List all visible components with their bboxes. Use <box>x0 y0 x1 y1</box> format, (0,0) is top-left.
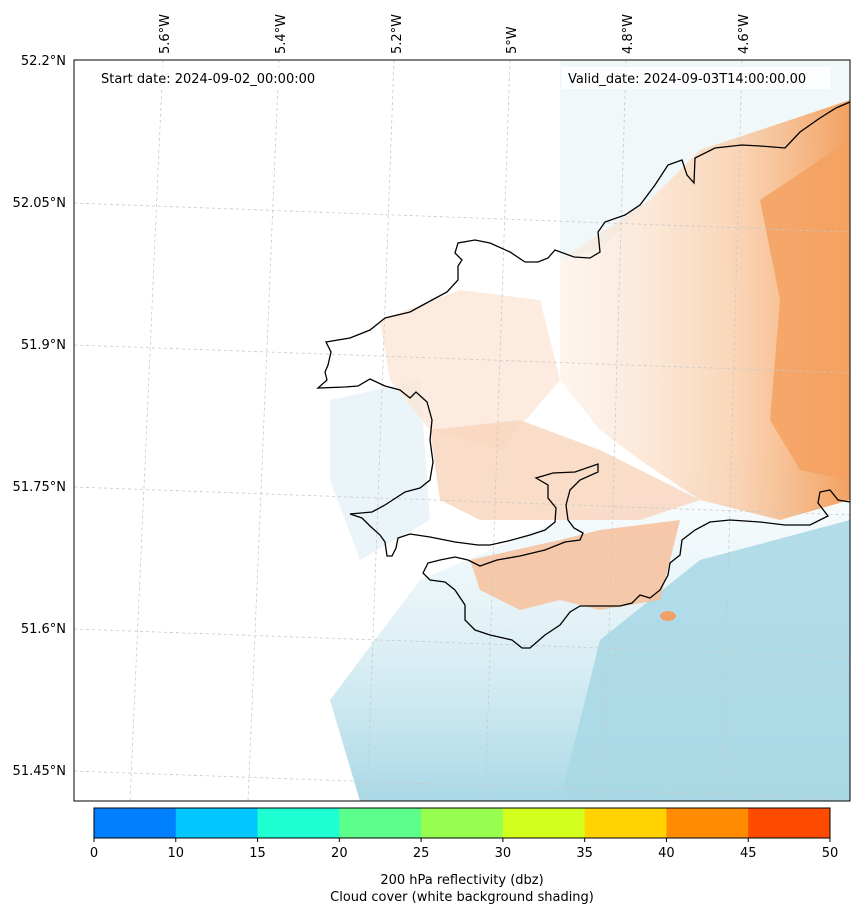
colorbar-segment <box>584 808 667 838</box>
colorbar-tick-label: 25 <box>413 846 430 861</box>
colorbar-segment <box>748 808 831 838</box>
colorbar-tick-label: 40 <box>658 846 675 861</box>
lat-tick-label: 52.05°N <box>13 196 66 211</box>
colorbar-tick-label: 50 <box>822 846 839 861</box>
lat-tick-label: 52.2°N <box>21 54 66 69</box>
valid-date-box <box>562 67 830 89</box>
colorbar-label-line2: Cloud cover (white background shading) <box>330 890 594 905</box>
lat-tick-label: 51.45°N <box>13 764 66 779</box>
colorbar-tick-label: 15 <box>249 846 266 861</box>
colorbar-segment <box>666 808 749 838</box>
lon-tick-label: 4.6°W <box>737 14 752 54</box>
lon-tick-label: 5.6°W <box>158 14 173 54</box>
lat-tick-label: 51.75°N <box>13 480 66 495</box>
lat-tick-label: 51.9°N <box>21 338 66 353</box>
colorbar: 0 10 15 20 25 30 35 40 45 50 <box>90 807 839 861</box>
colorbar-tick-label: 20 <box>331 846 348 861</box>
colorbar-segment <box>502 808 586 838</box>
colorbar-tick-label: 0 <box>90 846 98 861</box>
graticule <box>74 60 850 801</box>
lon-tick-label: 5.4°W <box>274 14 289 54</box>
colorbar-segment <box>94 808 177 838</box>
reflectivity-shading-mid <box>430 420 700 520</box>
lon-tick-label: 4.8°W <box>621 14 636 54</box>
reflectivity-spot <box>660 611 676 621</box>
valid-date-label: Valid_date: 2024-09-03T14:00:00.00 <box>568 72 806 87</box>
reflectivity-shading-core <box>760 140 850 480</box>
start-date-label: Start date: 2024-09-02_00:00:00 <box>101 72 315 87</box>
reflectivity-shading-west <box>380 290 560 450</box>
colorbar-tick-label: 10 <box>168 846 185 861</box>
reflectivity-shading-south <box>470 520 680 610</box>
lon-tick-label: 5.2°W <box>390 14 405 54</box>
colorbar-segment <box>339 808 422 838</box>
colorbar-tick-label: 35 <box>576 846 593 861</box>
colorbar-label-line1: 200 hPa reflectivity (dbz) <box>380 873 543 888</box>
colorbar-border <box>93 807 831 839</box>
colorbar-segment <box>257 808 340 838</box>
coastline <box>316 101 850 649</box>
colorbar-tick-label: 45 <box>740 846 757 861</box>
lon-tick-label: 5°W <box>505 26 520 54</box>
start-date-box <box>94 67 339 89</box>
cloud-shading-sea-deep <box>560 520 850 801</box>
colorbar-segment <box>175 808 259 838</box>
map-frame <box>73 59 851 802</box>
lat-tick-label: 51.6°N <box>21 622 66 637</box>
colorbar-tick-label: 30 <box>495 846 512 861</box>
map-layers <box>74 60 850 801</box>
colorbar-segment <box>421 808 504 838</box>
